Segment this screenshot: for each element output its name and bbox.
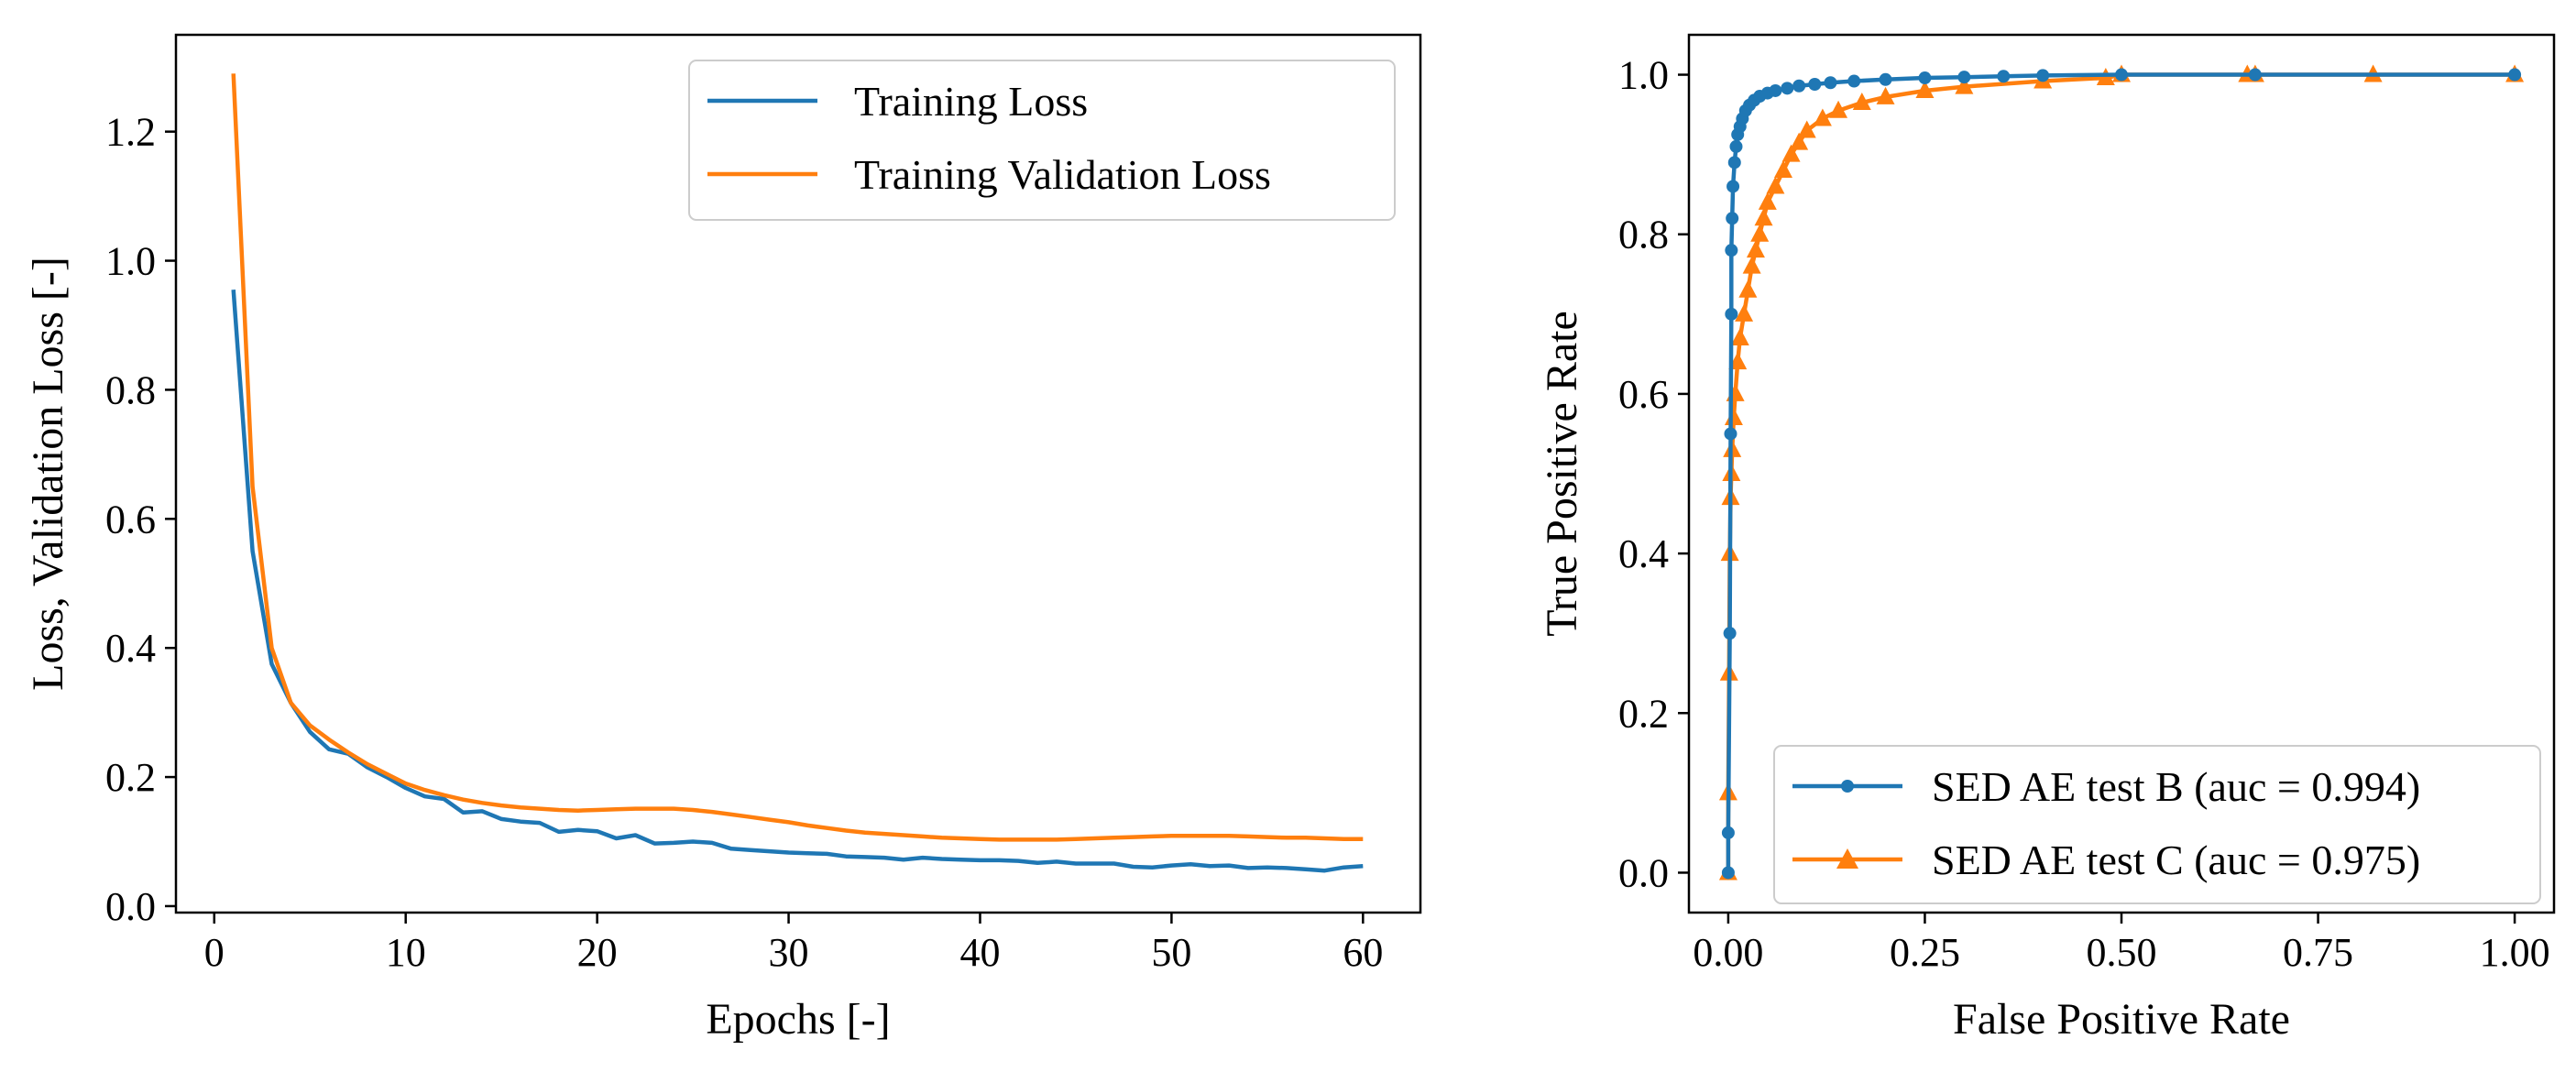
roc-point-c [1797, 120, 1816, 138]
roc-point-b [1769, 83, 1782, 97]
loss-x-tick-label: 50 [1151, 930, 1191, 975]
roc-point-b [1729, 139, 1743, 153]
roc-x-axis-label: False Positive Rate [1953, 995, 2290, 1044]
loss-x-tick-label: 60 [1343, 930, 1383, 975]
roc-legend: SED AE test B (auc = 0.994) SED AE test … [1773, 745, 2541, 904]
roc-point-b [1781, 82, 1794, 95]
loss-series-line-1 [231, 73, 1364, 842]
loss-x-axis-label: Epochs [-] [706, 995, 890, 1044]
roc-point-b [1721, 826, 1735, 839]
roc-point-b [1808, 77, 1822, 91]
roc-y-tick-label: 0.4 [1618, 531, 1669, 576]
roc-y-tick-label: 0.2 [1618, 691, 1669, 736]
loss-y-tick-label: 0.0 [105, 884, 156, 929]
roc-point-b [1824, 76, 1837, 90]
roc-point-c [1724, 408, 1743, 426]
roc-legend-marker-b [1841, 780, 1854, 793]
roc-point-b [2115, 68, 2128, 82]
roc-point-b [2248, 68, 2262, 82]
roc-point-b [1721, 866, 1735, 880]
roc-point-b [1918, 71, 1932, 85]
roc-point-b [1726, 180, 1740, 193]
loss-y-axis-label: Loss, Validation Loss [-] [24, 257, 72, 691]
roc-x-tick-label: 0.50 [2087, 930, 2157, 975]
roc-point-b [1727, 156, 1741, 170]
roc-point-c [1781, 144, 1801, 162]
roc-point-b [1725, 244, 1738, 257]
roc-point-b [1957, 71, 1971, 84]
roc-point-c [1790, 132, 1809, 150]
loss-x-tick-label: 10 [386, 930, 426, 975]
loss-y-tick-label: 1.0 [105, 239, 156, 284]
roc-point-c [1730, 327, 1749, 345]
roc-point-b [1997, 70, 2011, 83]
roc-point-c [1766, 176, 1785, 194]
loss-y-tick-label: 1.2 [105, 110, 156, 155]
roc-y-axis-label: True Positive Rate [1538, 311, 1586, 637]
loss-y-tick-label: 0.8 [105, 367, 156, 412]
loss-series-line-0 [231, 290, 1364, 873]
roc-point-b [1726, 212, 1739, 225]
roc-point-b [1724, 427, 1737, 441]
roc-x-tick-label: 0.25 [1890, 930, 1960, 975]
roc-point-c [1735, 303, 1754, 322]
roc-legend-label-b: SED AE test B (auc = 0.994) [1932, 763, 2420, 810]
roc-y-tick-label: 0.6 [1618, 372, 1669, 417]
loss-legend-label-training: Training Loss [854, 78, 1088, 125]
roc-point-c [1773, 160, 1792, 179]
loss-plot-frame [174, 33, 1422, 914]
roc-point-c [1813, 108, 1832, 126]
roc-y-tick-label: 0.0 [1618, 850, 1669, 895]
roc-point-b [1879, 72, 1892, 86]
roc-y-tick-label: 1.0 [1618, 53, 1669, 98]
roc-point-c [1852, 93, 1871, 111]
roc-point-c [1738, 279, 1758, 298]
roc-point-c [1758, 191, 1777, 210]
roc-point-c [1750, 224, 1770, 242]
loss-x-tick-label: 0 [204, 930, 225, 975]
roc-point-b [1723, 627, 1737, 640]
roc-point-b [1847, 74, 1861, 88]
roc-point-b [1725, 307, 1738, 321]
loss-legend-box [688, 60, 1396, 221]
roc-x-tick-label: 1.00 [2480, 930, 2550, 975]
roc-legend-marker-c [1836, 848, 1858, 869]
loss-chart: 0 10 20 30 40 50 60 0.0 0.2 0.4 0.6 0.8 1.0 1.2 Epoc… [24, 33, 1422, 1044]
roc-point-b [1792, 79, 1806, 93]
loss-legend: Training Loss Training Validation Loss [688, 60, 1396, 221]
roc-point-c [1876, 86, 1895, 104]
roc-x-tick-label: 0.00 [1693, 930, 1763, 975]
roc-point-c [1915, 80, 1935, 98]
loss-x-tick-label: 30 [769, 930, 809, 975]
roc-point-c [1746, 240, 1765, 258]
loss-x-tick-label: 40 [959, 930, 1000, 975]
roc-point-c [1742, 256, 1761, 274]
loss-y-tick-label: 0.6 [105, 497, 156, 541]
roc-point-c [1754, 208, 1773, 226]
loss-y-tick-label: 0.4 [105, 626, 156, 671]
roc-x-tick-label: 0.75 [2283, 930, 2353, 975]
loss-legend-label-validation: Training Validation Loss [854, 151, 1271, 198]
roc-chart: 0.00 0.25 0.50 0.75 1.00 0.00.20.40.60.81.0 … [1538, 33, 2556, 1044]
roc-legend-label-c: SED AE test C (auc = 0.975) [1932, 837, 2420, 883]
loss-x-tick-label: 20 [577, 930, 618, 975]
roc-point-b [2508, 68, 2522, 82]
roc-point-b [2036, 69, 2050, 82]
roc-point-c [1829, 100, 1848, 118]
roc-legend-box [1773, 745, 2541, 904]
roc-point-c [1955, 76, 1974, 94]
roc-y-tick-label: 0.8 [1618, 213, 1669, 257]
loss-y-tick-label: 0.2 [105, 755, 156, 800]
